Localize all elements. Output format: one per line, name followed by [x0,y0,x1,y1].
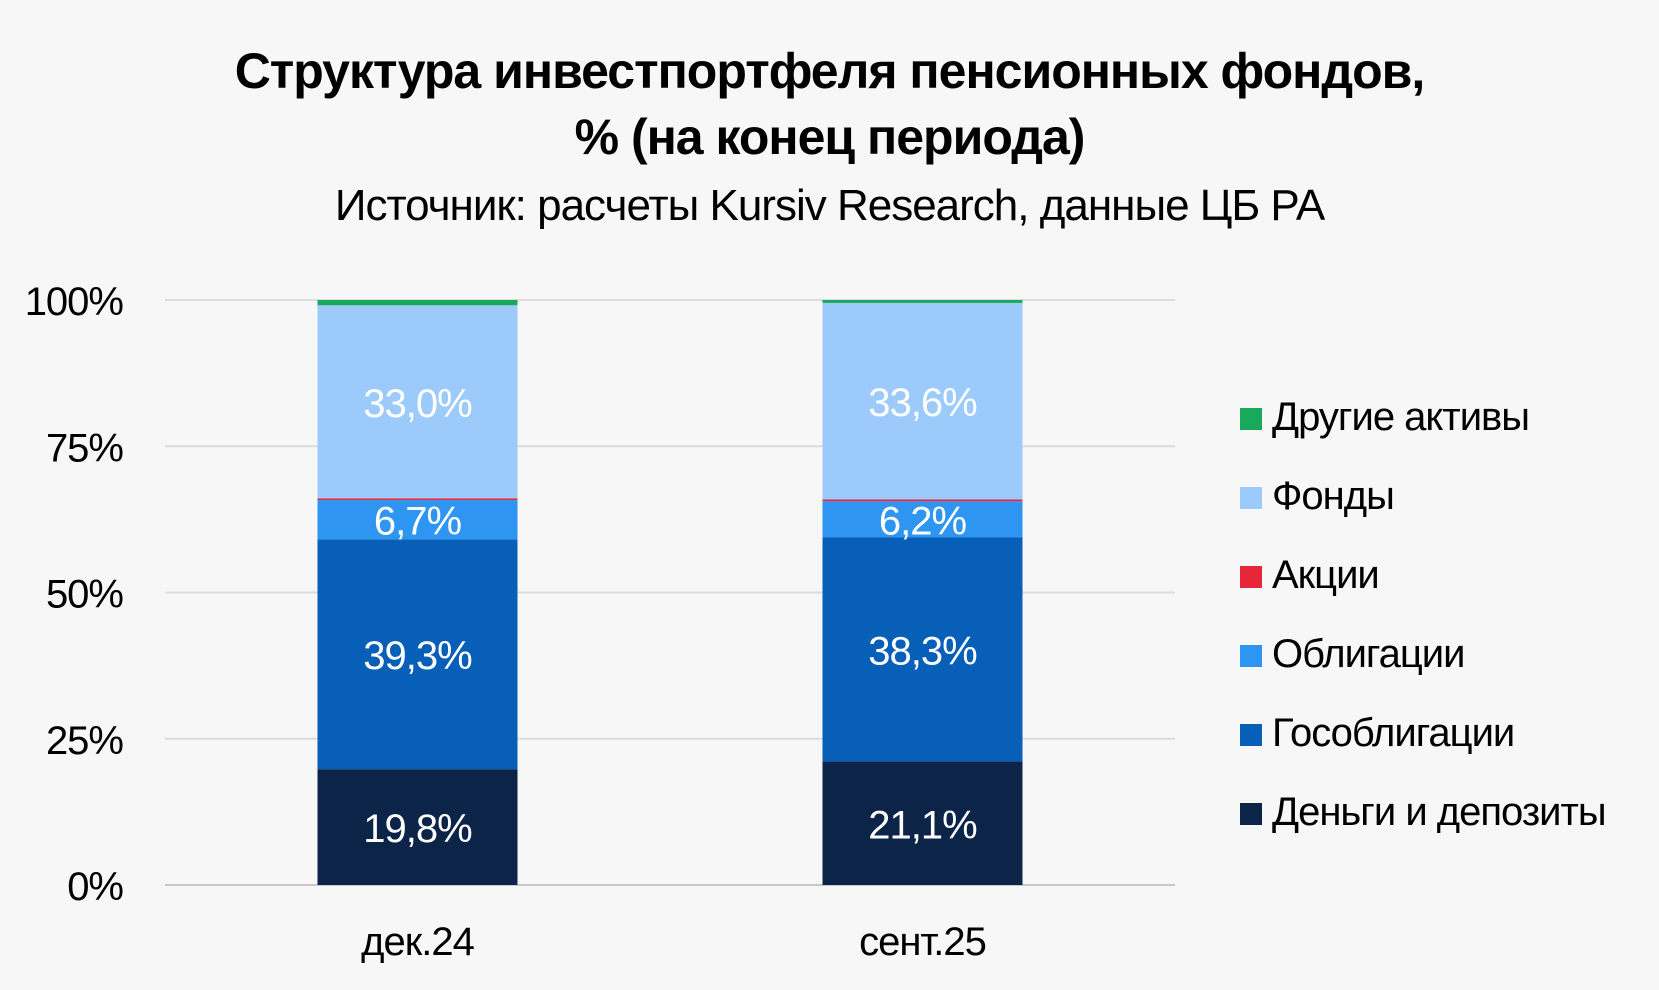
legend-swatch [1240,487,1262,509]
bar-data-label: 33,6% [868,381,977,425]
bar-segment [822,302,1023,500]
legend-label: Другие активы [1272,395,1530,439]
x-category-label: сент.25 [859,920,986,964]
y-tick-label: 100% [25,280,124,324]
bar-data-label: 39,3% [363,634,472,678]
legend-swatch [1240,803,1262,825]
bar-segment [822,499,1023,502]
chart-legend: Другие активы Фонды Акции Облигации Гособлиг… [1240,392,1650,866]
legend-swatch [1240,566,1262,588]
legend-item: Фонды [1240,471,1650,550]
legend-swatch [1240,645,1262,667]
bar-data-label: 6,2% [879,499,967,543]
legend-label: Деньги и депозиты [1272,790,1607,834]
bar-data-label: 38,3% [868,630,977,674]
y-tick-label: 75% [46,426,123,470]
bar-segment [822,300,1023,303]
chart-title: Структура инвестпортфеля пенсионных фонд… [0,38,1659,170]
bar-segment [317,500,518,540]
legend-item: Облигации [1240,629,1650,708]
bar-segment [822,761,1023,885]
legend-item: Другие активы [1240,392,1650,471]
y-tick-label: 50% [46,573,123,617]
bar-data-label: 6,7% [374,500,462,544]
legend-item: Деньги и депозиты [1240,787,1650,866]
legend-item: Акции [1240,550,1650,629]
bar-data-label: 19,8% [363,807,472,851]
chart-title-line-1: Структура инвестпортфеля пенсионных фонд… [234,43,1426,99]
bar-segment [317,300,518,306]
bar-data-label: 33,0% [363,382,472,426]
bar-segment [317,539,518,770]
legend-swatch [1240,724,1262,746]
legend-swatch [1240,408,1262,430]
chart-title-line-2: % (на конец периода) [574,109,1086,165]
bar-segment [317,498,518,501]
bar-segment [822,537,1023,762]
legend-label: Облигации [1272,632,1465,676]
bar-segment [822,501,1023,538]
chart-subtitle: Источник: расчеты Kursiv Research, данны… [334,181,1325,230]
legend-label: Фонды [1272,474,1395,518]
bar-segment [317,305,518,499]
x-category-label: дек.24 [361,920,474,964]
bar-data-label: 21,1% [868,803,977,847]
bar-segment [317,769,518,885]
legend-label: Акции [1272,553,1380,597]
legend-label: Гособлигации [1272,711,1515,755]
y-tick-label: 0% [67,865,123,909]
y-tick-label: 25% [46,719,123,763]
legend-item: Гособлигации [1240,708,1650,787]
